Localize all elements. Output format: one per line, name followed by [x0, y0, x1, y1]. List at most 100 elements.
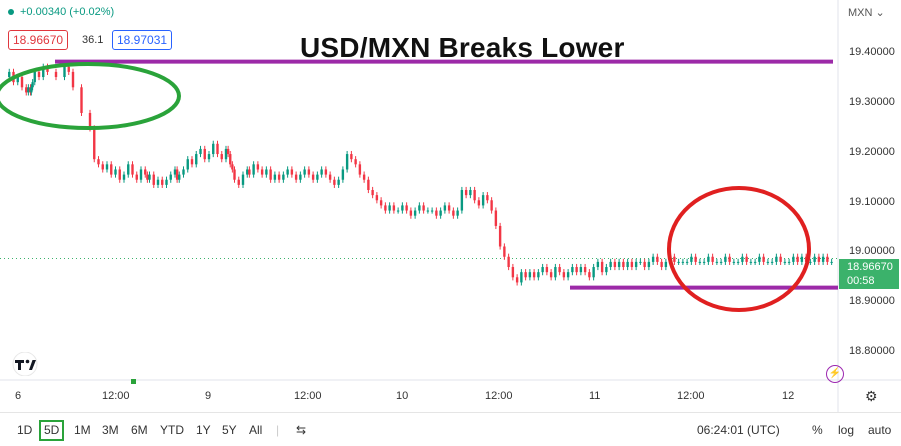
- date-range-icon[interactable]: ⇆: [296, 423, 307, 437]
- candle-body: [30, 87, 33, 93]
- candle-body: [413, 210, 417, 216]
- candle-body: [545, 267, 549, 273]
- range-ytd-button[interactable]: YTD: [160, 423, 184, 437]
- x-tick-label: 11: [589, 390, 601, 402]
- candle-body: [46, 66, 49, 72]
- lightning-icon[interactable]: ⚡: [826, 365, 844, 383]
- candle-body: [779, 256, 782, 262]
- gear-icon[interactable]: ⚙: [865, 388, 878, 404]
- percent-toggle[interactable]: %: [812, 423, 823, 437]
- range-1y-button[interactable]: 1Y: [196, 423, 211, 437]
- candle-body: [418, 205, 421, 211]
- candle-body: [660, 261, 663, 268]
- candle-body: [626, 261, 629, 268]
- candle-body: [405, 205, 408, 211]
- x-tick-label: 12:00: [677, 390, 705, 402]
- candle-body: [617, 261, 621, 268]
- candle-body: [392, 205, 396, 211]
- candle-body: [566, 272, 570, 278]
- candle-body: [156, 179, 160, 185]
- candle-body: [175, 169, 179, 180]
- x-tick-label: 12: [782, 390, 795, 402]
- candle-body: [464, 190, 468, 196]
- candle-body: [388, 205, 391, 211]
- candle-body: [579, 267, 583, 273]
- buy-price-button[interactable]: 18.97031: [112, 30, 173, 50]
- candle-body: [110, 164, 113, 175]
- candle-body: [161, 179, 164, 185]
- candle-body: [715, 261, 719, 263]
- candle-body: [609, 261, 612, 268]
- candle-body: [231, 164, 234, 170]
- candle-body: [241, 174, 245, 185]
- candle-body: [148, 174, 151, 180]
- candle-body: [282, 174, 285, 180]
- x-tick-label: 9: [205, 390, 212, 402]
- candle-body: [379, 200, 383, 206]
- y-tick-label: 19.10000: [849, 196, 895, 208]
- candle-body: [664, 261, 668, 268]
- chevron-down-icon: ⌄: [875, 7, 885, 19]
- chart-plot[interactable]: [0, 0, 901, 412]
- candle-body: [473, 190, 476, 201]
- candle-body: [207, 154, 211, 160]
- candle-body: [426, 210, 430, 212]
- candle-body: [766, 261, 770, 263]
- candle-body: [724, 256, 727, 262]
- range-5d-button[interactable]: 5D: [39, 420, 65, 441]
- candle-body: [532, 272, 536, 278]
- range-3m-button[interactable]: 3M: [102, 423, 119, 437]
- candle-body: [97, 159, 100, 165]
- candle-body: [745, 256, 748, 262]
- candle-body: [54, 71, 58, 78]
- candle-body: [220, 154, 223, 160]
- candle-body: [452, 210, 455, 216]
- session-marker: [131, 379, 136, 384]
- candle-body: [634, 261, 638, 268]
- range-all-button[interactable]: All: [249, 423, 263, 437]
- candle-body: [371, 190, 374, 196]
- candle-body: [114, 169, 117, 175]
- candle-body: [702, 261, 706, 263]
- candle-body: [16, 77, 19, 83]
- candle-body: [195, 154, 198, 165]
- auto-toggle[interactable]: auto: [868, 423, 892, 437]
- candle-body: [430, 210, 434, 212]
- sell-price-button[interactable]: 18.96670: [8, 30, 69, 50]
- candle-body: [25, 87, 28, 93]
- candle-body: [277, 174, 281, 180]
- candle-body: [498, 225, 502, 247]
- currency-selector[interactable]: MXN ⌄: [848, 6, 885, 19]
- candle-body: [800, 256, 804, 262]
- candle-body: [481, 195, 485, 206]
- candle-body: [37, 71, 41, 78]
- currency-label: MXN: [848, 7, 873, 19]
- candle-body: [643, 261, 646, 268]
- candle-body: [190, 159, 194, 165]
- candle-body: [830, 261, 833, 263]
- candle-body: [494, 210, 498, 226]
- candle-body: [460, 190, 464, 211]
- candle-body: [341, 169, 345, 180]
- candle-body: [605, 267, 608, 273]
- candle-body: [229, 154, 232, 165]
- candle-body: [328, 174, 332, 180]
- candle-body: [122, 174, 126, 180]
- candle-body: [33, 71, 36, 83]
- log-toggle[interactable]: log: [838, 423, 855, 437]
- candle-body: [237, 179, 240, 185]
- candle-body: [456, 210, 459, 216]
- range-1d-button[interactable]: 1D: [17, 423, 33, 437]
- candle-body: [139, 169, 143, 180]
- range-6m-button[interactable]: 6M: [131, 423, 148, 437]
- range-5y-button[interactable]: 5Y: [222, 423, 237, 437]
- range-1m-button[interactable]: 1M: [74, 423, 91, 437]
- change-info: +0.00340 (+0.02%): [8, 6, 114, 18]
- candle-body: [182, 169, 185, 175]
- candle-body: [42, 66, 45, 78]
- candle-body: [173, 169, 177, 175]
- last-price-label: 18.96670 00:58: [839, 259, 899, 289]
- utc-time[interactable]: 06:24:01 (UTC): [697, 423, 780, 437]
- candle-body: [212, 143, 215, 155]
- candle-body: [707, 256, 710, 262]
